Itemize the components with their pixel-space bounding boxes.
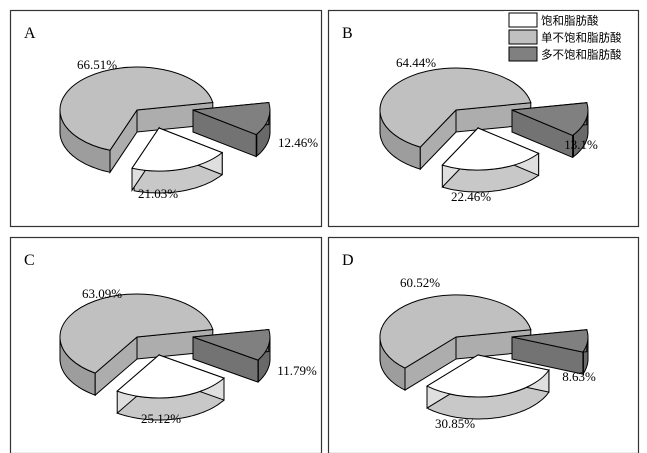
panel-label: C (24, 252, 35, 269)
data-label: 64.44% (396, 55, 436, 70)
data-label: 8.63% (562, 369, 596, 384)
legend-label: 单不饱和脂肪酸 (541, 31, 622, 45)
panel-label: D (342, 252, 354, 269)
pie-chart-D: D 30.85% 60.52% 8.63% (327, 236, 640, 453)
legend-swatch (508, 46, 538, 62)
data-label: 66.51% (77, 57, 117, 72)
legend-label: 多不饱和脂肪酸 (541, 48, 622, 62)
data-label: 22.46% (451, 189, 491, 204)
panel-label: A (24, 25, 36, 42)
data-label: 60.52% (400, 275, 440, 290)
pie-slice-saturated (441, 126, 540, 193)
legend-item: 单不饱和脂肪酸 (508, 29, 622, 45)
pie-slice-polyunsaturated (511, 102, 589, 159)
legend-item: 多不饱和脂肪酸 (508, 46, 622, 62)
data-label: 11.79% (277, 363, 317, 378)
data-label: 21.03% (138, 186, 178, 201)
data-label: 30.85% (435, 416, 475, 431)
pie-slice-saturated (131, 126, 224, 194)
pie-slice-saturated (425, 354, 550, 420)
pie-slice-saturated (116, 353, 225, 421)
pie-slice-polyunsaturated (192, 101, 271, 158)
pie-chart-B: B 22.46% 64.44% 13.1% (327, 9, 640, 228)
pie-slice-polyunsaturated (511, 329, 589, 376)
data-label: 25.12% (141, 411, 181, 426)
legend-label: 饱和脂肪酸 (541, 14, 599, 28)
legend-swatch (508, 29, 538, 45)
legend-swatch (508, 12, 538, 28)
panel-label: B (342, 25, 353, 42)
pie-chart-A: A 21.03% 66.51% 12.46% (9, 9, 323, 228)
data-label: 63.09% (82, 286, 122, 301)
pie-chart-C: C 25.12% 63.09% 11.79% (9, 236, 323, 453)
data-label: 13.1% (564, 137, 598, 152)
pie-slice-polyunsaturated (192, 328, 271, 383)
data-label: 12.46% (278, 135, 318, 150)
legend-item: 饱和脂肪酸 (508, 12, 599, 28)
